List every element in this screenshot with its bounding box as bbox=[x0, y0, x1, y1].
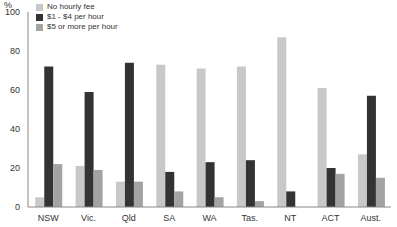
svg-text:SA: SA bbox=[163, 213, 175, 223]
svg-text:NSW: NSW bbox=[38, 213, 60, 223]
html-text:$1 - $4 per hour: $1 - $4 per hour bbox=[47, 12, 104, 21]
svg-text:40: 40 bbox=[10, 124, 20, 134]
svg-text:80: 80 bbox=[10, 46, 20, 56]
svg-text:Tas.: Tas. bbox=[242, 213, 259, 223]
svg-text:Aust.: Aust. bbox=[361, 213, 382, 223]
svg-text:Qld: Qld bbox=[122, 213, 136, 223]
svg-text:Vic.: Vic. bbox=[81, 213, 96, 223]
svg-text:0: 0 bbox=[15, 202, 20, 212]
svg-text:NT: NT bbox=[284, 213, 296, 223]
html-text:No hourly fee: No hourly fee bbox=[47, 2, 95, 11]
svg-text:WA: WA bbox=[202, 213, 216, 223]
svg-text:60: 60 bbox=[10, 85, 20, 95]
svg-text:ACT: ACT bbox=[322, 213, 341, 223]
html-text:$5 or more per hour: $5 or more per hour bbox=[47, 22, 118, 31]
svg-text:20: 20 bbox=[10, 163, 20, 173]
